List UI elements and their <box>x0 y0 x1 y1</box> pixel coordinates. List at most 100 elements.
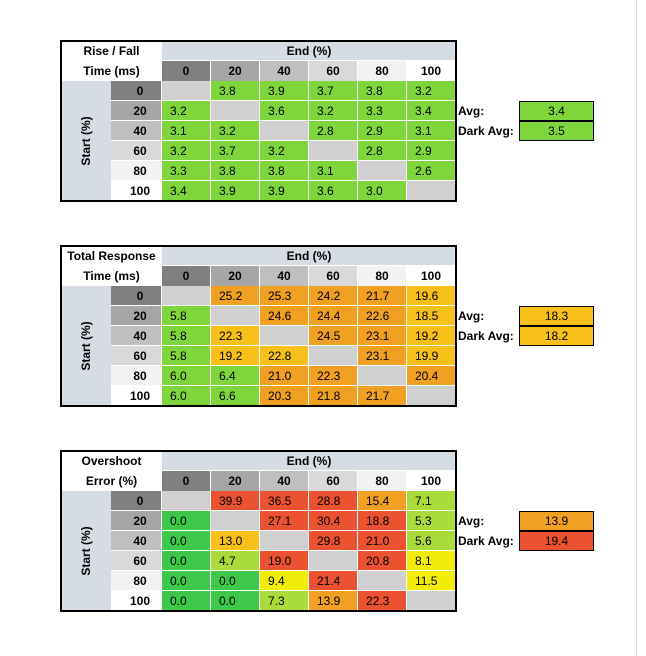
table-title-line-2: Time (ms) <box>61 266 162 286</box>
data-cell <box>407 181 456 201</box>
column-header: 80 <box>358 471 407 491</box>
data-cell: 3.2 <box>407 81 456 101</box>
data-cell <box>358 571 407 591</box>
start-axis-label: Start (%) <box>79 321 93 371</box>
column-header: 0 <box>162 61 211 81</box>
column-header: 100 <box>407 266 456 286</box>
data-cell: 19.6 <box>407 286 456 306</box>
table-title-line-2: Error (%) <box>61 471 162 491</box>
column-header: 20 <box>211 266 260 286</box>
avg-value: 3.4 <box>519 101 594 121</box>
data-cell: 3.3 <box>358 101 407 121</box>
data-cell <box>309 346 358 366</box>
data-cell: 21.0 <box>358 531 407 551</box>
data-cell: 2.8 <box>309 121 358 141</box>
column-header: 0 <box>162 266 211 286</box>
data-cell: 6.6 <box>211 386 260 406</box>
start-axis-label: Start (%) <box>79 116 93 166</box>
data-cell: 3.6 <box>260 101 309 121</box>
dark-avg-label: Dark Avg: <box>458 124 514 138</box>
data-cell: 0.0 <box>211 591 260 611</box>
column-header: 20 <box>211 61 260 81</box>
avg-label: Avg: <box>458 104 485 118</box>
row-header: 80 <box>111 161 162 181</box>
data-cell <box>211 101 260 121</box>
data-cell: 5.6 <box>407 531 456 551</box>
avg-label: Avg: <box>458 514 485 528</box>
data-cell: 2.8 <box>358 141 407 161</box>
data-cell: 3.2 <box>309 101 358 121</box>
data-cell: 3.2 <box>211 121 260 141</box>
data-cell: 9.4 <box>260 571 309 591</box>
data-cell <box>407 386 456 406</box>
data-cell: 0.0 <box>211 571 260 591</box>
table-title-line-1: Total Response <box>61 246 162 266</box>
row-header: 100 <box>111 591 162 611</box>
data-cell: 3.8 <box>358 81 407 101</box>
data-cell <box>162 491 211 511</box>
column-header: 100 <box>407 471 456 491</box>
data-cell: 13.0 <box>211 531 260 551</box>
data-cell: 21.0 <box>260 366 309 386</box>
data-cell: 36.5 <box>260 491 309 511</box>
data-cell: 0.0 <box>162 531 211 551</box>
start-axis-panel: Start (%) <box>61 81 111 201</box>
row-header: 60 <box>111 551 162 571</box>
data-cell <box>260 326 309 346</box>
column-header: 40 <box>260 266 309 286</box>
data-cell: 5.8 <box>162 306 211 326</box>
table-title-line-1: Overshoot <box>61 451 162 471</box>
data-cell: 22.3 <box>358 591 407 611</box>
data-cell: 23.1 <box>358 326 407 346</box>
data-cell: 20.3 <box>260 386 309 406</box>
data-cell: 23.1 <box>358 346 407 366</box>
data-cell: 22.3 <box>211 326 260 346</box>
data-cell: 24.5 <box>309 326 358 346</box>
data-cell: 28.8 <box>309 491 358 511</box>
row-header: 20 <box>111 511 162 531</box>
data-cell: 27.1 <box>260 511 309 531</box>
data-cell: 21.7 <box>358 286 407 306</box>
data-cell: 25.3 <box>260 286 309 306</box>
data-cell: 3.2 <box>162 141 211 161</box>
data-cell <box>260 531 309 551</box>
data-cell: 3.9 <box>260 81 309 101</box>
data-cell: 20.8 <box>358 551 407 571</box>
data-cell: 6.4 <box>211 366 260 386</box>
column-header: 60 <box>309 266 358 286</box>
row-header: 0 <box>111 286 162 306</box>
data-cell: 2.9 <box>407 141 456 161</box>
data-cell: 0.0 <box>162 511 211 531</box>
data-cell: 3.8 <box>211 81 260 101</box>
row-header: 80 <box>111 366 162 386</box>
data-cell: 3.7 <box>211 141 260 161</box>
start-axis-label: Start (%) <box>79 526 93 576</box>
data-cell: 2.9 <box>358 121 407 141</box>
data-cell: 5.8 <box>162 326 211 346</box>
data-cell: 22.6 <box>358 306 407 326</box>
data-cell: 0.0 <box>162 571 211 591</box>
data-cell <box>309 141 358 161</box>
data-cell: 24.2 <box>309 286 358 306</box>
row-header: 40 <box>111 531 162 551</box>
data-cell: 22.8 <box>260 346 309 366</box>
data-cell <box>211 306 260 326</box>
data-cell <box>309 551 358 571</box>
data-cell: 5.3 <box>407 511 456 531</box>
data-cell <box>260 121 309 141</box>
table-title-line-1: Rise / Fall <box>61 41 162 61</box>
data-cell: 3.9 <box>211 181 260 201</box>
data-cell <box>407 591 456 611</box>
data-cell: 24.4 <box>309 306 358 326</box>
column-header: 0 <box>162 471 211 491</box>
row-header: 0 <box>111 81 162 101</box>
column-header: 100 <box>407 61 456 81</box>
data-cell: 11.5 <box>407 571 456 591</box>
data-cell: 18.5 <box>407 306 456 326</box>
data-cell: 3.1 <box>162 121 211 141</box>
data-cell <box>358 161 407 181</box>
row-header: 0 <box>111 491 162 511</box>
data-cell: 21.8 <box>309 386 358 406</box>
data-cell: 3.7 <box>309 81 358 101</box>
data-cell: 3.8 <box>211 161 260 181</box>
